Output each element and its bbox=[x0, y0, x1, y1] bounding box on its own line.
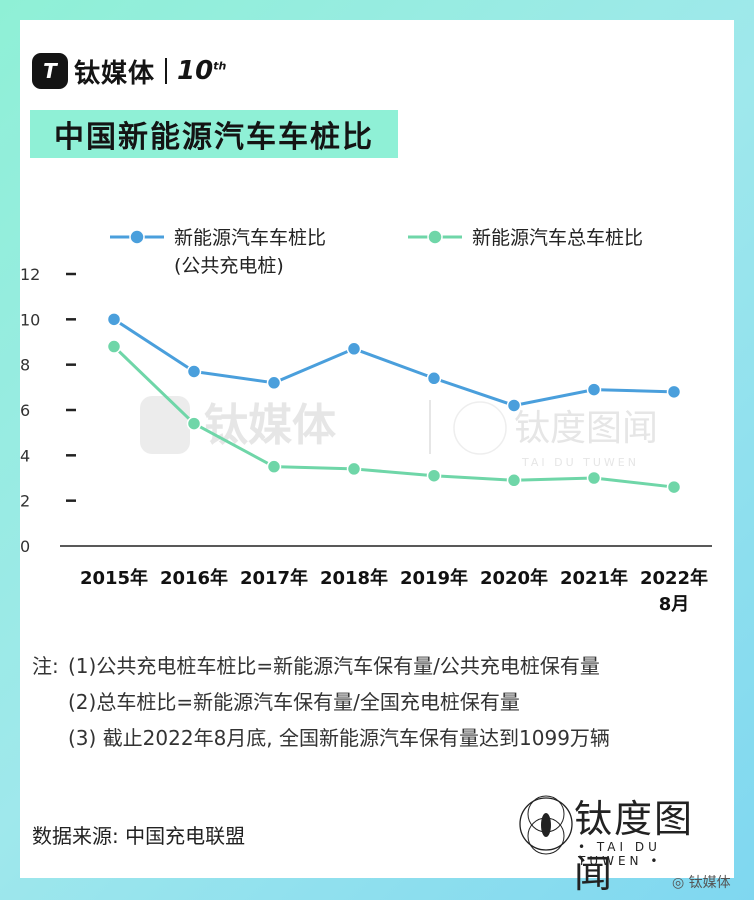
x-tick-label: 2016年 bbox=[160, 567, 228, 589]
tdtw-name: 钛度图闻 bbox=[574, 797, 695, 896]
data-point bbox=[666, 479, 682, 495]
x-tick-label: 2017年 bbox=[240, 567, 308, 589]
data-point bbox=[506, 398, 522, 413]
data-point bbox=[586, 382, 602, 397]
data-point bbox=[586, 470, 602, 486]
notes-prefix: 注: bbox=[32, 654, 59, 678]
series-line bbox=[113, 318, 675, 407]
axes: 0 2 4 6 8 10 12 2015年 2016年 2017年 2018年 2019年 2020年 2… bbox=[20, 265, 712, 615]
y-tick-label: 6 bbox=[20, 401, 30, 420]
watermark-eye-icon bbox=[453, 401, 507, 455]
data-point bbox=[106, 339, 122, 354]
x-tick-label: 2018年 bbox=[320, 567, 388, 589]
data-point bbox=[106, 312, 122, 327]
x-tick-label: 2015年 bbox=[80, 567, 148, 589]
data-source: 数据来源: 中国充电联盟 bbox=[32, 824, 246, 848]
watermark-tdtw: 钛度图闻 bbox=[514, 408, 658, 449]
legend-label: 新能源汽车车桩比(公共充电桩) bbox=[174, 227, 326, 277]
data-point bbox=[266, 375, 282, 391]
footnotes: 注: (1)公共充电桩车桩比=新能源汽车保有量/公共充电桩保有量 (2)总车桩比=… bbox=[32, 648, 610, 756]
data-point bbox=[426, 468, 442, 483]
y-tick-label: 8 bbox=[20, 356, 30, 375]
anniversary-badge: 10th bbox=[177, 56, 226, 86]
note-1: (1)公共充电桩车桩比=新能源汽车保有量/公共充电桩保有量 bbox=[68, 654, 600, 678]
chart-title: 中国新能源汽车车桩比 bbox=[30, 110, 398, 158]
series-line bbox=[112, 345, 675, 489]
legend-label: 新能源汽车总车桩比 bbox=[472, 227, 643, 249]
taimeiti-logo-icon: T bbox=[32, 53, 68, 89]
x-tick-label: 2021年 bbox=[560, 567, 628, 589]
data-point bbox=[186, 416, 202, 431]
watermark-tdtw-sub: TAI DU TUWEN bbox=[521, 456, 639, 469]
y-tick-label: 0 bbox=[20, 537, 30, 556]
watermark-brand: 钛媒体 bbox=[204, 400, 336, 451]
data-point bbox=[346, 461, 362, 477]
note-3: (3) 截止2022年8月底, 全国新能源汽车保有量达到1099万辆 bbox=[68, 726, 610, 750]
data-point bbox=[506, 473, 522, 488]
y-tick-label: 2 bbox=[20, 492, 30, 511]
legend-swatch-marker bbox=[129, 229, 145, 245]
data-point bbox=[186, 364, 202, 379]
data-point bbox=[266, 459, 282, 474]
note-2: (2)总车桩比=新能源汽车保有量/全国充电桩保有量 bbox=[68, 690, 520, 714]
watermark-logo-icon bbox=[140, 396, 190, 454]
series-1 bbox=[106, 312, 682, 413]
x-tick-label: 2022年 8月 bbox=[640, 567, 708, 615]
data-point bbox=[666, 384, 682, 400]
infographic-card: T 钛媒体 10th 中国新能源汽车车桩比 钛媒体 钛度图闻 TAI DU TUWE… bbox=[20, 20, 734, 896]
series-2 bbox=[106, 339, 682, 495]
anniversary-number: 10 bbox=[177, 56, 214, 86]
data-point bbox=[346, 341, 362, 357]
brand-divider bbox=[165, 58, 168, 84]
chart-watermark: 钛媒体 钛度图闻 TAI DU TUWEN bbox=[140, 396, 658, 469]
brand-name: 钛媒体 bbox=[74, 58, 156, 89]
series-layer bbox=[106, 312, 682, 495]
x-tick-label: 2019年 bbox=[400, 567, 468, 589]
y-tick-label: 10 bbox=[20, 310, 40, 329]
brand-header: T 钛媒体 10th bbox=[32, 50, 226, 92]
corner-watermark: ◎ 钛媒体 bbox=[672, 872, 731, 892]
anniversary-suffix: th bbox=[213, 59, 227, 73]
wechat-icon: ◎ bbox=[672, 875, 685, 891]
data-point bbox=[426, 371, 442, 386]
x-tick-label: 2020年 bbox=[480, 567, 548, 589]
eye-logo-icon bbox=[519, 795, 573, 855]
legend: 新能源汽车车桩比(公共充电桩) 新能源汽车总车桩比 bbox=[110, 227, 643, 277]
legend-swatch-marker bbox=[427, 229, 443, 245]
taidu-tuwen-logo: 钛度图闻 • TAI DU TUWEN • bbox=[516, 780, 726, 896]
corner-watermark-text: 钛媒体 bbox=[688, 875, 731, 891]
tdtw-subtitle: • TAI DU TUWEN • bbox=[578, 840, 662, 868]
y-tick-label: 12 bbox=[20, 265, 40, 284]
y-tick-label: 4 bbox=[20, 446, 30, 465]
